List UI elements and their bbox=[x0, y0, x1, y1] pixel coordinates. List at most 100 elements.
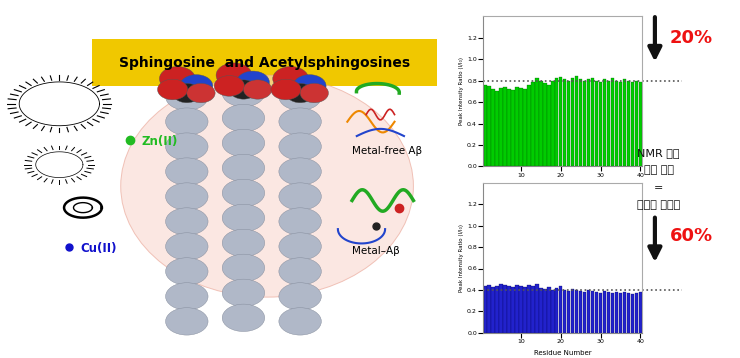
Ellipse shape bbox=[166, 308, 208, 335]
Bar bbox=[528, 85, 531, 166]
Bar bbox=[619, 82, 622, 166]
Bar bbox=[639, 292, 642, 333]
Ellipse shape bbox=[166, 183, 208, 210]
Ellipse shape bbox=[273, 67, 309, 91]
Y-axis label: Peak Intensity Ratio (I/I₀): Peak Intensity Ratio (I/I₀) bbox=[460, 224, 464, 292]
Ellipse shape bbox=[222, 254, 265, 281]
Bar bbox=[575, 290, 579, 333]
Bar bbox=[508, 89, 511, 166]
Bar bbox=[515, 285, 519, 333]
Ellipse shape bbox=[229, 80, 258, 99]
Bar bbox=[547, 85, 551, 166]
Text: Metal-free Aβ: Metal-free Aβ bbox=[352, 146, 423, 156]
Bar bbox=[639, 82, 642, 166]
Bar bbox=[500, 88, 502, 166]
Ellipse shape bbox=[279, 158, 321, 185]
Bar bbox=[515, 87, 519, 166]
Ellipse shape bbox=[300, 83, 329, 103]
Bar bbox=[607, 292, 610, 333]
Text: NMR 피크
강도 감소
=
응집된 모노머: NMR 피크 강도 감소 = 응집된 모노머 bbox=[637, 148, 680, 210]
Bar bbox=[595, 81, 598, 166]
Bar bbox=[503, 87, 507, 166]
Bar bbox=[619, 293, 622, 333]
Ellipse shape bbox=[159, 67, 195, 91]
Bar bbox=[92, 39, 437, 86]
Ellipse shape bbox=[279, 283, 321, 310]
Bar bbox=[500, 284, 502, 333]
Bar bbox=[551, 81, 554, 166]
Bar bbox=[551, 290, 554, 333]
Bar bbox=[511, 287, 515, 333]
Ellipse shape bbox=[279, 233, 321, 260]
Ellipse shape bbox=[222, 279, 265, 306]
Bar bbox=[599, 82, 602, 166]
Bar bbox=[503, 285, 507, 333]
Bar bbox=[535, 78, 539, 166]
Bar bbox=[595, 292, 598, 333]
Bar bbox=[583, 81, 586, 166]
Bar bbox=[567, 81, 571, 166]
Ellipse shape bbox=[286, 83, 314, 103]
Ellipse shape bbox=[279, 133, 321, 160]
Bar bbox=[567, 291, 571, 333]
Bar bbox=[635, 81, 638, 166]
Ellipse shape bbox=[158, 79, 188, 100]
Text: Zn(II): Zn(II) bbox=[142, 135, 178, 148]
Bar bbox=[579, 291, 582, 333]
Bar bbox=[539, 288, 542, 333]
Bar bbox=[555, 78, 559, 166]
Bar bbox=[610, 78, 614, 166]
Bar bbox=[559, 77, 562, 166]
Bar bbox=[635, 293, 638, 333]
Bar bbox=[630, 82, 634, 166]
Text: Cu(II): Cu(II) bbox=[81, 242, 117, 255]
Bar bbox=[627, 81, 630, 166]
Text: Metal–Aβ: Metal–Aβ bbox=[352, 246, 400, 256]
Ellipse shape bbox=[214, 76, 244, 96]
Bar bbox=[496, 286, 499, 333]
Ellipse shape bbox=[222, 204, 265, 232]
Bar bbox=[575, 76, 579, 166]
Ellipse shape bbox=[222, 304, 265, 332]
Bar bbox=[519, 88, 522, 166]
Ellipse shape bbox=[243, 80, 272, 99]
Bar bbox=[483, 85, 487, 166]
Bar bbox=[599, 293, 602, 333]
Bar bbox=[623, 79, 626, 166]
Bar bbox=[531, 286, 534, 333]
Ellipse shape bbox=[121, 75, 414, 297]
Ellipse shape bbox=[293, 75, 326, 97]
Bar bbox=[587, 79, 591, 166]
Ellipse shape bbox=[180, 75, 213, 97]
Bar bbox=[627, 293, 630, 333]
X-axis label: Residue Number: Residue Number bbox=[534, 350, 591, 356]
Bar bbox=[488, 285, 491, 333]
Ellipse shape bbox=[172, 83, 201, 103]
Bar bbox=[543, 83, 547, 166]
Ellipse shape bbox=[222, 179, 265, 207]
Bar bbox=[610, 293, 614, 333]
Bar bbox=[630, 294, 634, 333]
Bar bbox=[511, 90, 515, 166]
Ellipse shape bbox=[279, 183, 321, 210]
Bar bbox=[519, 286, 522, 333]
Text: 20%: 20% bbox=[670, 29, 713, 47]
Bar bbox=[615, 81, 618, 166]
Ellipse shape bbox=[279, 83, 321, 110]
Ellipse shape bbox=[236, 71, 269, 93]
Bar bbox=[563, 79, 566, 166]
Bar bbox=[531, 82, 534, 166]
Bar bbox=[583, 292, 586, 333]
Bar bbox=[607, 81, 610, 166]
Bar bbox=[591, 78, 594, 166]
Bar bbox=[539, 81, 542, 166]
Bar bbox=[491, 287, 495, 333]
Ellipse shape bbox=[279, 258, 321, 285]
Bar bbox=[523, 89, 527, 166]
Bar bbox=[615, 292, 618, 333]
Y-axis label: Peak Intensity Ratio (I/I₀): Peak Intensity Ratio (I/I₀) bbox=[460, 57, 464, 125]
Ellipse shape bbox=[279, 308, 321, 335]
Bar bbox=[491, 89, 495, 166]
Ellipse shape bbox=[279, 108, 321, 135]
Bar bbox=[543, 289, 547, 333]
